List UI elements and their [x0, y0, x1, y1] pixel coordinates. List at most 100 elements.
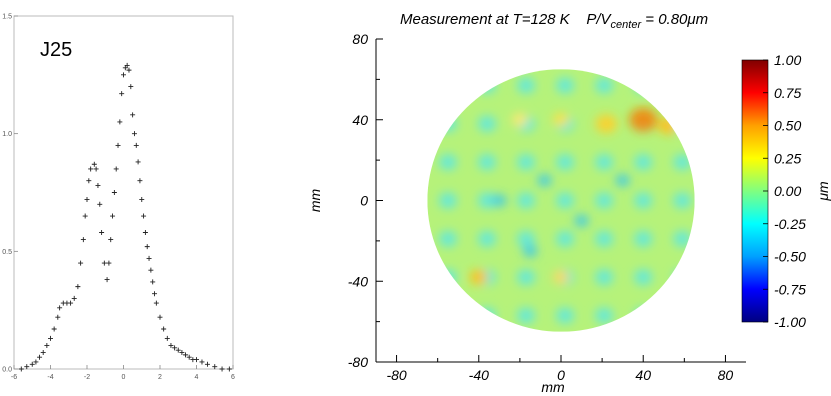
cyan-patch — [673, 115, 692, 132]
x-tick-label: -2 — [84, 374, 90, 381]
plus-marker — [111, 190, 117, 195]
cyan-patch — [478, 154, 496, 171]
plus-marker — [115, 142, 121, 148]
warm-patch — [553, 270, 569, 285]
plus-marker — [130, 112, 136, 118]
plus-marker — [146, 255, 152, 261]
cyan-patch — [517, 192, 536, 209]
cyan-patch — [634, 154, 653, 171]
cyan-patch — [634, 230, 653, 247]
plus-marker — [119, 91, 125, 97]
title-main: Measurement at T=128 K P/V — [400, 11, 613, 28]
x-tick-label: 4 — [195, 374, 199, 381]
colorbar-tick-label: 1.00 — [774, 52, 801, 68]
plus-marker — [126, 67, 132, 73]
plus-marker — [150, 279, 156, 285]
plus-marker — [131, 131, 137, 137]
plus-marker — [48, 335, 53, 341]
cyan-patch — [478, 77, 496, 94]
cyan-patch — [478, 192, 496, 209]
plus-marker — [135, 159, 141, 165]
warm-patch — [657, 117, 678, 135]
plus-marker — [157, 314, 163, 320]
cyan-patch — [438, 230, 457, 247]
plus-marker — [71, 295, 77, 301]
plus-marker — [101, 260, 107, 266]
plus-marker — [226, 366, 232, 372]
plus-marker — [186, 354, 192, 360]
plus-marker — [141, 213, 147, 219]
plus-marker — [124, 62, 130, 68]
plus-marker — [204, 361, 210, 367]
cyan-patch — [478, 115, 496, 132]
wavefront-heatmap-chart: -80 -40 0 40 80 80 40 0 -40 -80 mm mm Measurement at… — [307, 11, 831, 395]
x-tick-label: 2 — [158, 374, 162, 381]
colorbar-tick-label: -1.00 — [774, 314, 806, 330]
plus-marker — [137, 178, 143, 184]
chart-title: J25 — [40, 39, 72, 61]
blue-patch — [492, 194, 507, 207]
plus-marker — [82, 213, 88, 219]
cyan-patch — [634, 77, 653, 94]
cyan-patch — [673, 77, 692, 94]
x-tick-label: -4 — [47, 374, 53, 381]
x-tick-label: -6 — [11, 374, 17, 381]
plus-marker — [44, 342, 50, 348]
warm-patch — [511, 112, 528, 127]
warm-patch — [629, 107, 658, 132]
plus-marker — [179, 350, 185, 356]
plus-marker — [97, 201, 103, 207]
cyan-patch — [438, 269, 457, 286]
y-axis-label: mm — [307, 189, 323, 213]
colorbar-tick-label: 0.00 — [774, 183, 801, 199]
plus-marker — [51, 326, 57, 332]
cyan-patch — [673, 192, 692, 209]
cyan-patch — [478, 307, 496, 324]
warm-patch — [469, 269, 488, 285]
colorbar-tick-label: -0.25 — [774, 216, 806, 232]
blue-patch — [574, 214, 589, 227]
plus-marker — [153, 300, 159, 306]
plus-marker — [91, 161, 97, 167]
chart-title: Measurement at T=128 K P/Vcenter = 0.80μ… — [400, 11, 708, 31]
plus-marker — [183, 352, 189, 358]
cyan-patch — [595, 307, 614, 324]
plus-marker — [172, 345, 178, 351]
x-tick-label: -40 — [469, 367, 489, 383]
plus-marker — [57, 305, 63, 311]
colorbar-tick-label: 0.75 — [774, 85, 801, 101]
plus-marker — [18, 366, 24, 372]
y-tick-label: -40 — [348, 273, 368, 289]
plus-marker — [212, 364, 218, 370]
cyan-patch — [595, 230, 614, 247]
plus-marker — [113, 166, 119, 172]
plus-marker — [33, 359, 39, 365]
cyan-patch — [595, 269, 614, 286]
cyan-patch — [634, 192, 653, 209]
plus-marker — [99, 230, 105, 236]
plus-marker — [121, 72, 126, 78]
plus-marker — [144, 244, 150, 250]
plus-marker — [139, 197, 145, 203]
plus-marker — [142, 230, 148, 236]
y-tick-label: 0.0 — [2, 367, 12, 374]
cyan-patch — [673, 269, 692, 286]
plus-marker — [108, 237, 114, 243]
plus-marker — [117, 119, 123, 125]
cyan-patch — [556, 230, 575, 247]
cyan-patch — [438, 77, 457, 94]
x-tick-label: 0 — [557, 367, 565, 383]
cyan-patch — [634, 307, 653, 324]
y-tick-label: 40 — [352, 112, 368, 128]
x-tick-label: 0 — [122, 374, 126, 381]
plus-marker — [219, 366, 225, 372]
heatmap-texture — [438, 77, 692, 324]
x-axis-label: mm — [541, 379, 565, 395]
plus-marker — [104, 277, 110, 283]
blue-patch — [537, 174, 552, 187]
y-tick-label: 1.5 — [2, 14, 12, 21]
plus-marker — [164, 335, 170, 341]
y-tick-label: 80 — [352, 31, 368, 47]
colorbar-tick-label: 0.50 — [774, 118, 801, 134]
colorbar-tick-label: -0.50 — [774, 249, 806, 265]
